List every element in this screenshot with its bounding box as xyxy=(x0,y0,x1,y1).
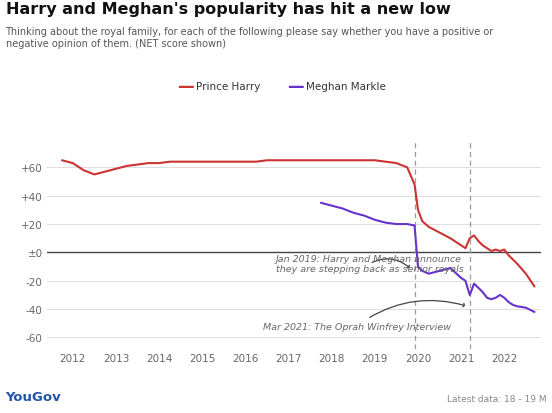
Text: Thinking about the royal family, for each of the following please say whether yo: Thinking about the royal family, for eac… xyxy=(6,27,494,48)
Text: —: — xyxy=(287,78,304,96)
Text: Prince Harry: Prince Harry xyxy=(196,82,261,92)
Text: Jan 2019: Harry and Meghan announce
they are stepping back as senior royals: Jan 2019: Harry and Meghan announce they… xyxy=(275,254,463,274)
Text: YouGov: YouGov xyxy=(6,390,61,403)
Text: Latest data: 18 - 19 M: Latest data: 18 - 19 M xyxy=(447,394,546,403)
Text: —: — xyxy=(177,78,193,96)
Text: Meghan Markle: Meghan Markle xyxy=(306,82,386,92)
Text: Mar 2021: The Oprah Winfrey Interview: Mar 2021: The Oprah Winfrey Interview xyxy=(263,301,464,331)
Text: Harry and Meghan's popularity has hit a new low: Harry and Meghan's popularity has hit a … xyxy=(6,2,450,17)
